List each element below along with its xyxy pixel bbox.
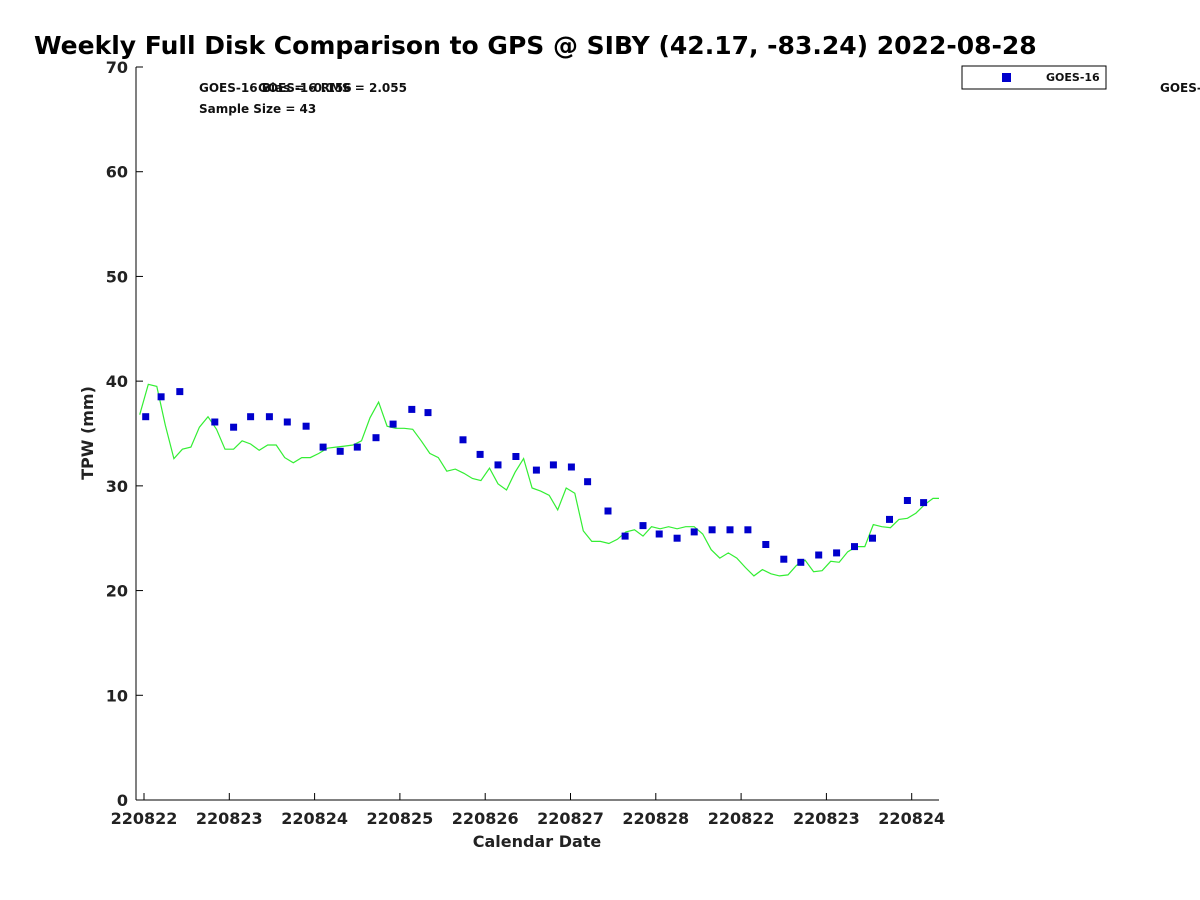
goes-16-point — [176, 388, 184, 396]
x-tick-label: 220826 — [452, 809, 519, 828]
goes-16-point — [532, 466, 540, 474]
goes-16-point — [494, 461, 502, 469]
y-tick-label: 40 — [106, 372, 128, 391]
plot-area: 0 10 20 30 40 50 60 70 220822 220823 220824 220825… — [106, 58, 945, 828]
goes-16-point — [372, 434, 380, 442]
gps-line — [139, 383, 939, 577]
x-tick-label: 220827 — [537, 809, 604, 828]
y-tick-label: 50 — [106, 267, 128, 286]
goes-16-point — [726, 526, 734, 534]
goes-16-point — [869, 534, 876, 542]
goes-16-point — [762, 541, 770, 548]
y-tick-label: 60 — [106, 163, 128, 182]
x-axis-ticks: 220822 220823 220824 220825 220826 220827 2208… — [111, 793, 945, 828]
legend-box — [961, 65, 1107, 90]
goes-16-point — [851, 543, 858, 551]
goes-16-point — [920, 499, 928, 507]
x-axis-label: Calendar Date — [473, 832, 602, 851]
goes-16-point — [283, 418, 291, 426]
goes-16-point — [157, 393, 165, 401]
chart-title: Weekly Full Disk Comparison to GPS @ SIB… — [34, 31, 1037, 60]
gps-series — [139, 383, 939, 577]
goes-16-point — [389, 420, 397, 428]
goes-16-point — [512, 453, 520, 460]
goes-16-point — [886, 515, 893, 523]
x-tick-label: 220822 — [708, 809, 775, 828]
goes-16-point — [708, 526, 716, 534]
x-tick-label: 220823 — [196, 809, 263, 828]
plot-frame — [136, 67, 939, 800]
goes-16-point — [833, 549, 841, 557]
goes-16-point — [639, 522, 647, 530]
x-tick-label: 220828 — [622, 809, 689, 828]
goes-16-point — [336, 447, 344, 455]
statistics-annotations: GOES-16 Bias = -0.156 GOES-16 RMS = 2.05… — [199, 81, 407, 116]
goes-16-point — [655, 530, 663, 538]
rms-annotation: GOES-16 RMS = 2.055 — [258, 81, 407, 95]
legend: GOES-16 — [961, 65, 1107, 90]
goes-16-point — [211, 418, 219, 426]
goes-16-point — [797, 558, 805, 566]
goes-16-point — [476, 450, 484, 458]
bias-annotation: GOES-16 Bias = -0.156 — [199, 81, 352, 95]
goes-16-point — [903, 497, 911, 504]
legend-goes-16-label: GOES-16 — [1046, 71, 1100, 84]
legend-goes-16-marker — [1002, 73, 1011, 82]
goes-16-point — [408, 405, 416, 413]
clipped-legend-label: GOES- — [1160, 81, 1200, 95]
x-tick-label: 220822 — [111, 809, 178, 828]
goes-16-point — [319, 443, 327, 451]
y-tick-label: 70 — [106, 58, 128, 77]
goes-16-point — [230, 423, 238, 431]
goes-16-point — [353, 443, 361, 451]
goes-16-point — [621, 532, 629, 540]
goes-16-point — [690, 528, 698, 536]
y-tick-label: 10 — [106, 686, 128, 705]
goes-16-point — [673, 534, 681, 542]
goes-16-point — [142, 413, 150, 421]
y-axis-ticks: 0 10 20 30 40 50 60 70 — [106, 58, 143, 810]
goes-16-point — [780, 555, 788, 563]
goes-16-point — [549, 461, 557, 469]
x-tick-label: 220824 — [878, 809, 945, 828]
goes-16-point — [604, 507, 612, 515]
goes-16-point — [567, 463, 575, 471]
y-axis-label: TPW (mm) — [78, 386, 97, 480]
goes-16-point — [744, 526, 752, 534]
sample-size-annotation: Sample Size = 43 — [199, 102, 316, 116]
goes-16-point — [265, 413, 273, 421]
x-tick-label: 220824 — [281, 809, 348, 828]
goes-16-point — [815, 551, 823, 559]
goes-16-series — [142, 388, 928, 566]
y-tick-label: 20 — [106, 582, 128, 601]
goes-16-point — [424, 409, 432, 417]
goes-16-point — [459, 436, 467, 444]
x-tick-label: 220823 — [793, 809, 860, 828]
y-tick-label: 0 — [117, 791, 128, 810]
goes-16-point — [584, 478, 592, 486]
y-tick-label: 30 — [106, 477, 128, 496]
goes-16-point — [302, 422, 310, 430]
goes-16-point — [247, 413, 255, 421]
x-tick-label: 220825 — [367, 809, 434, 828]
